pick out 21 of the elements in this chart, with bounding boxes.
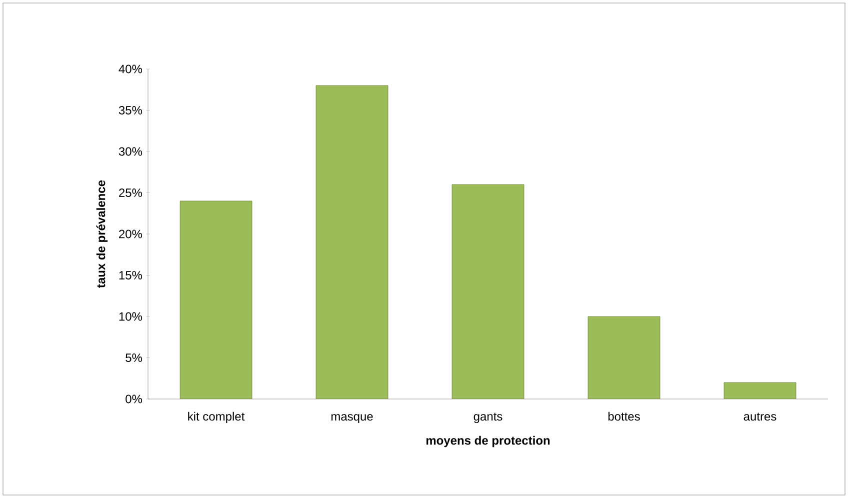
y-tick-label: 10% (119, 312, 142, 321)
x-tick-label: autres (744, 412, 776, 421)
y-tick-label: 30% (118, 147, 142, 156)
x-tick-label: gants (474, 412, 502, 424)
y-tick-label: 15% (119, 271, 142, 280)
bar (724, 382, 796, 399)
y-axis-title: taux de prévalence (96, 180, 108, 288)
y-tick-label: 40% (118, 64, 142, 74)
bar (316, 85, 388, 399)
y-tick-label: 20% (119, 230, 142, 238)
y-tick-label: 5% (126, 354, 142, 362)
y-tick-label: 25% (119, 188, 142, 197)
bar (452, 184, 524, 399)
bar (588, 316, 660, 399)
x-tick-label: masque (331, 414, 373, 424)
y-tick-label: 0% (126, 394, 142, 404)
bar (180, 200, 252, 399)
x-tick-label: kit complet (188, 412, 245, 424)
x-axis-title: moyens de protection (426, 436, 550, 448)
x-tick-label: bottes (608, 412, 640, 421)
y-tick-label: 35% (118, 106, 142, 114)
